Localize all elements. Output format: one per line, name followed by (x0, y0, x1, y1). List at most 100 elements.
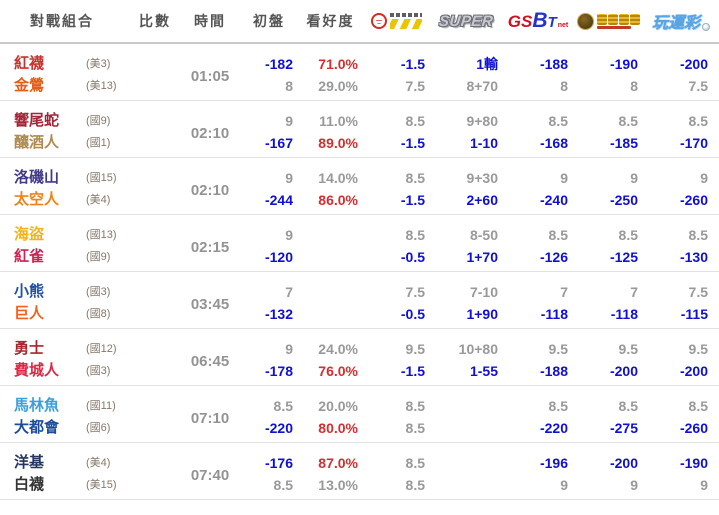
initial-line-cell: -182 8 (240, 44, 298, 100)
odds-home: -126 (539, 249, 568, 265)
odds-home: 9 (560, 477, 568, 493)
matchup-teams: 勇士 費城人 (0, 329, 86, 385)
team-name-home[interactable]: 費城人 (14, 362, 60, 379)
confidence-home: 89.0% (318, 135, 358, 151)
super-wordmark-icon: SUPER (438, 12, 495, 30)
initial-line-cell: 9 -120 (240, 215, 298, 271)
team-name-away[interactable]: 海盜 (14, 226, 45, 243)
odds-away: -196 (539, 455, 568, 471)
odds-away: 8.5 (548, 398, 568, 414)
odds-away: -200 (609, 455, 638, 471)
odds-home: 7.5 (688, 78, 708, 94)
confidence-cell (298, 215, 363, 271)
team-records: (國3) (國8) (86, 272, 130, 328)
matchup-row: 海盜 紅雀 (國13) (國9) 02:15 9 -120 8.5 -0.5 8… (0, 215, 719, 272)
odds-cell-red-seal: 8.5 8.5 (363, 443, 430, 499)
odds-cell-super (430, 386, 503, 442)
matchup-row: 紅襪 金鶯 (美3) (美13) 01:05 -182 8 71.0% 29.0… (0, 44, 719, 101)
initial-line-home: -220 (264, 420, 293, 436)
initial-line-away: 9 (285, 227, 293, 243)
initial-line-home: -244 (264, 192, 293, 208)
confidence-cell (298, 272, 363, 328)
bookmaker-logo-playsport[interactable]: 玩運彩 (643, 9, 719, 33)
confidence-away: 11.0% (319, 113, 358, 129)
odds-cell-super: 10+80 1-55 (430, 329, 503, 385)
playsport-wordmark-icon: 玩運彩 (652, 9, 710, 33)
team-name-home[interactable]: 太空人 (14, 191, 60, 208)
table-body: 紅襪 金鶯 (美3) (美13) 01:05 -182 8 71.0% 29.0… (0, 44, 719, 500)
team-record-away: (國12) (86, 343, 117, 355)
team-name-away[interactable]: 勇士 (14, 340, 45, 357)
matchup-teams: 洋基 白襪 (0, 443, 86, 499)
initial-line-away: 9 (285, 113, 293, 129)
team-record-home: (美13) (86, 80, 117, 92)
odds-away: 8.5 (405, 113, 425, 129)
odds-away: 8.5 (405, 170, 425, 186)
odds-home: 8+70 (466, 78, 498, 94)
team-name-away[interactable]: 響尾蛇 (14, 112, 60, 129)
team-name-away[interactable]: 紅襪 (14, 55, 45, 72)
confidence-home: 76.0% (318, 363, 358, 379)
odds-home: 1+90 (466, 306, 498, 322)
team-record-away: (國15) (86, 172, 117, 184)
odds-away: 8.5 (548, 227, 568, 243)
column-header-score: 比數 (139, 13, 171, 29)
odds-home: -250 (609, 192, 638, 208)
odds-cell-playsport: 8.5 -130 (643, 215, 719, 271)
time-cell: 03:45 (180, 272, 240, 328)
team-records: (國9) (國1) (86, 101, 130, 157)
odds-home: 9 (630, 477, 638, 493)
team-record-home: (國6) (86, 422, 111, 434)
bookmaker-logo-gold-coin[interactable] (573, 12, 643, 30)
odds-home: -0.5 (400, 249, 425, 265)
odds-cell-red-seal: 8.5 -1.5 (363, 158, 430, 214)
team-name-away[interactable]: 馬林魚 (14, 397, 60, 414)
odds-home: 1+70 (466, 249, 498, 265)
odds-cell-playsport: -190 9 (643, 443, 719, 499)
odds-home: 8 (630, 78, 638, 94)
odds-cell-gsbet: 8.5 -220 (503, 386, 573, 442)
odds-cell-red-seal: 7.5 -0.5 (363, 272, 430, 328)
team-name-away[interactable]: 小熊 (14, 283, 45, 300)
game-time: 07:10 (190, 410, 230, 427)
bookmaker-logo-super[interactable]: SUPER (430, 13, 503, 30)
matchup-teams: 海盜 紅雀 (0, 215, 86, 271)
column-header-matchup: 對戰組合 (30, 13, 94, 29)
team-name-home[interactable]: 白襪 (14, 476, 45, 493)
red-seal-stripes-icon (371, 13, 422, 29)
odds-cell-playsport: 9.5 -200 (643, 329, 719, 385)
matchup-teams: 小熊 巨人 (0, 272, 86, 328)
game-time: 02:10 (190, 125, 230, 142)
time-cell: 06:45 (180, 329, 240, 385)
team-name-home[interactable]: 大都會 (14, 419, 60, 436)
team-records: (國13) (國9) (86, 215, 130, 271)
odds-home: 8.5 (405, 477, 425, 493)
odds-cell-gold-coin: 7 -118 (573, 272, 643, 328)
team-name-away[interactable]: 洛磯山 (14, 169, 60, 186)
time-cell: 02:15 (180, 215, 240, 271)
odds-cell-super (430, 443, 503, 499)
team-records: (國11) (國6) (86, 386, 130, 442)
team-record-away: (國13) (86, 229, 117, 241)
initial-line-cell: 9 -167 (240, 101, 298, 157)
team-name-home[interactable]: 釀酒人 (14, 134, 60, 151)
time-cell: 07:10 (180, 386, 240, 442)
bookmaker-logo-red-seal[interactable] (363, 13, 430, 29)
odds-home: -0.5 (400, 306, 425, 322)
team-name-home[interactable]: 巨人 (14, 305, 45, 322)
odds-cell-red-seal: -1.5 7.5 (363, 44, 430, 100)
odds-away: 8.5 (618, 227, 638, 243)
odds-away: 7 (560, 284, 568, 300)
team-name-away[interactable]: 洋基 (14, 454, 45, 471)
odds-cell-gsbet: -188 8 (503, 44, 573, 100)
score-cell (130, 329, 180, 385)
confidence-cell: 24.0% 76.0% (298, 329, 363, 385)
team-name-home[interactable]: 金鶯 (14, 77, 45, 94)
odds-home: -1.5 (400, 135, 425, 151)
team-name-home[interactable]: 紅雀 (14, 248, 45, 265)
score-cell (130, 215, 180, 271)
odds-cell-gold-coin: -200 9 (573, 443, 643, 499)
game-time: 07:40 (190, 467, 230, 484)
